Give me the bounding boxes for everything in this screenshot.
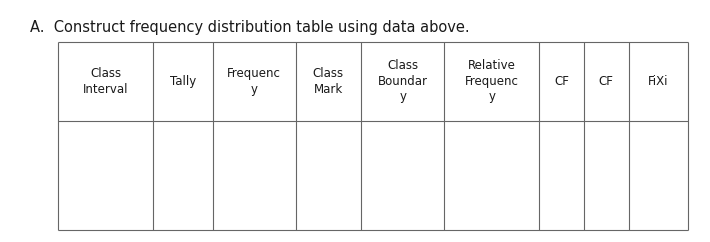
Text: Tally: Tally (170, 75, 196, 88)
Text: Class
Interval: Class Interval (83, 67, 129, 96)
Text: CF: CF (599, 75, 613, 88)
Text: FiXi: FiXi (648, 75, 669, 88)
Text: A.  Construct frequency distribution table using data above.: A. Construct frequency distribution tabl… (30, 20, 469, 35)
Text: Frequenc
y: Frequenc y (227, 67, 281, 96)
Text: CF: CF (555, 75, 569, 88)
Text: Class
Boundar
y: Class Boundar y (378, 60, 427, 104)
Text: Class
Mark: Class Mark (313, 67, 344, 96)
Text: Relative
Frequenc
y: Relative Frequenc y (465, 60, 519, 104)
